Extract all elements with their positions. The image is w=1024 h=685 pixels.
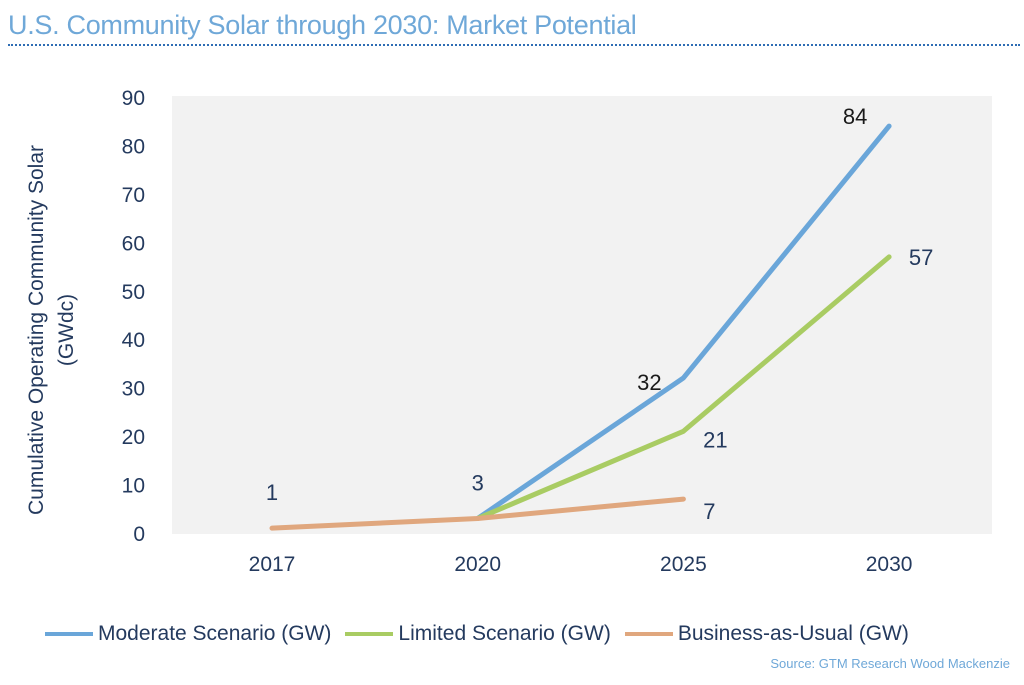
legend-swatch [345, 632, 394, 636]
legend-item: Moderate Scenario (GW) [45, 622, 331, 646]
legend-swatch [45, 632, 93, 636]
y-tick-label: 50 [122, 281, 145, 304]
y-tick-label: 80 [122, 135, 145, 158]
data-label: 84 [843, 104, 867, 129]
data-label: 21 [703, 427, 727, 452]
plot-area [172, 96, 992, 534]
legend-label: Business-as-Usual (GW) [677, 622, 909, 645]
legend-item: Business-as-Usual (GW) [624, 622, 909, 646]
x-tick-label: 2025 [660, 553, 707, 576]
data-label: 57 [909, 245, 933, 270]
y-tick-label: 90 [122, 87, 145, 110]
y-tick-label: 20 [122, 426, 145, 449]
legend-item: Limited Scenario (GW) [345, 622, 611, 646]
source-note: Source: GTM Research Wood Mackenzie [770, 656, 1010, 671]
x-tick-label: 2017 [249, 553, 296, 576]
chart-title: U.S. Community Solar through 2030: Marke… [8, 10, 637, 40]
y-tick-label: 70 [122, 184, 145, 207]
legend-swatch [624, 632, 673, 636]
data-label: 7 [703, 499, 715, 524]
title-divider [8, 44, 1020, 46]
data-label: 32 [637, 370, 661, 395]
y-tick-label: 30 [122, 378, 145, 401]
y-tick-label: 60 [122, 232, 145, 255]
y-axis-label: Cumulative Operating Community Solar [25, 145, 48, 515]
legend-label: Limited Scenario (GW) [398, 622, 611, 645]
y-tick-label: 10 [122, 475, 145, 498]
series-line-1 [475, 254, 892, 521]
y-tick-label: 0 [133, 523, 145, 546]
y-axis-label: (GWdc) [55, 294, 78, 366]
data-label: 3 [472, 470, 484, 495]
x-tick-label: 2030 [866, 553, 913, 576]
series-line-0 [475, 123, 892, 521]
data-label: 1 [266, 480, 278, 505]
y-tick-label: 40 [122, 329, 145, 352]
series-line-2 [269, 496, 686, 531]
legend: Moderate Scenario (GW) Limited Scenario (… [45, 622, 909, 646]
x-tick-label: 2020 [454, 553, 501, 576]
legend-label: Moderate Scenario (GW) [98, 622, 332, 645]
